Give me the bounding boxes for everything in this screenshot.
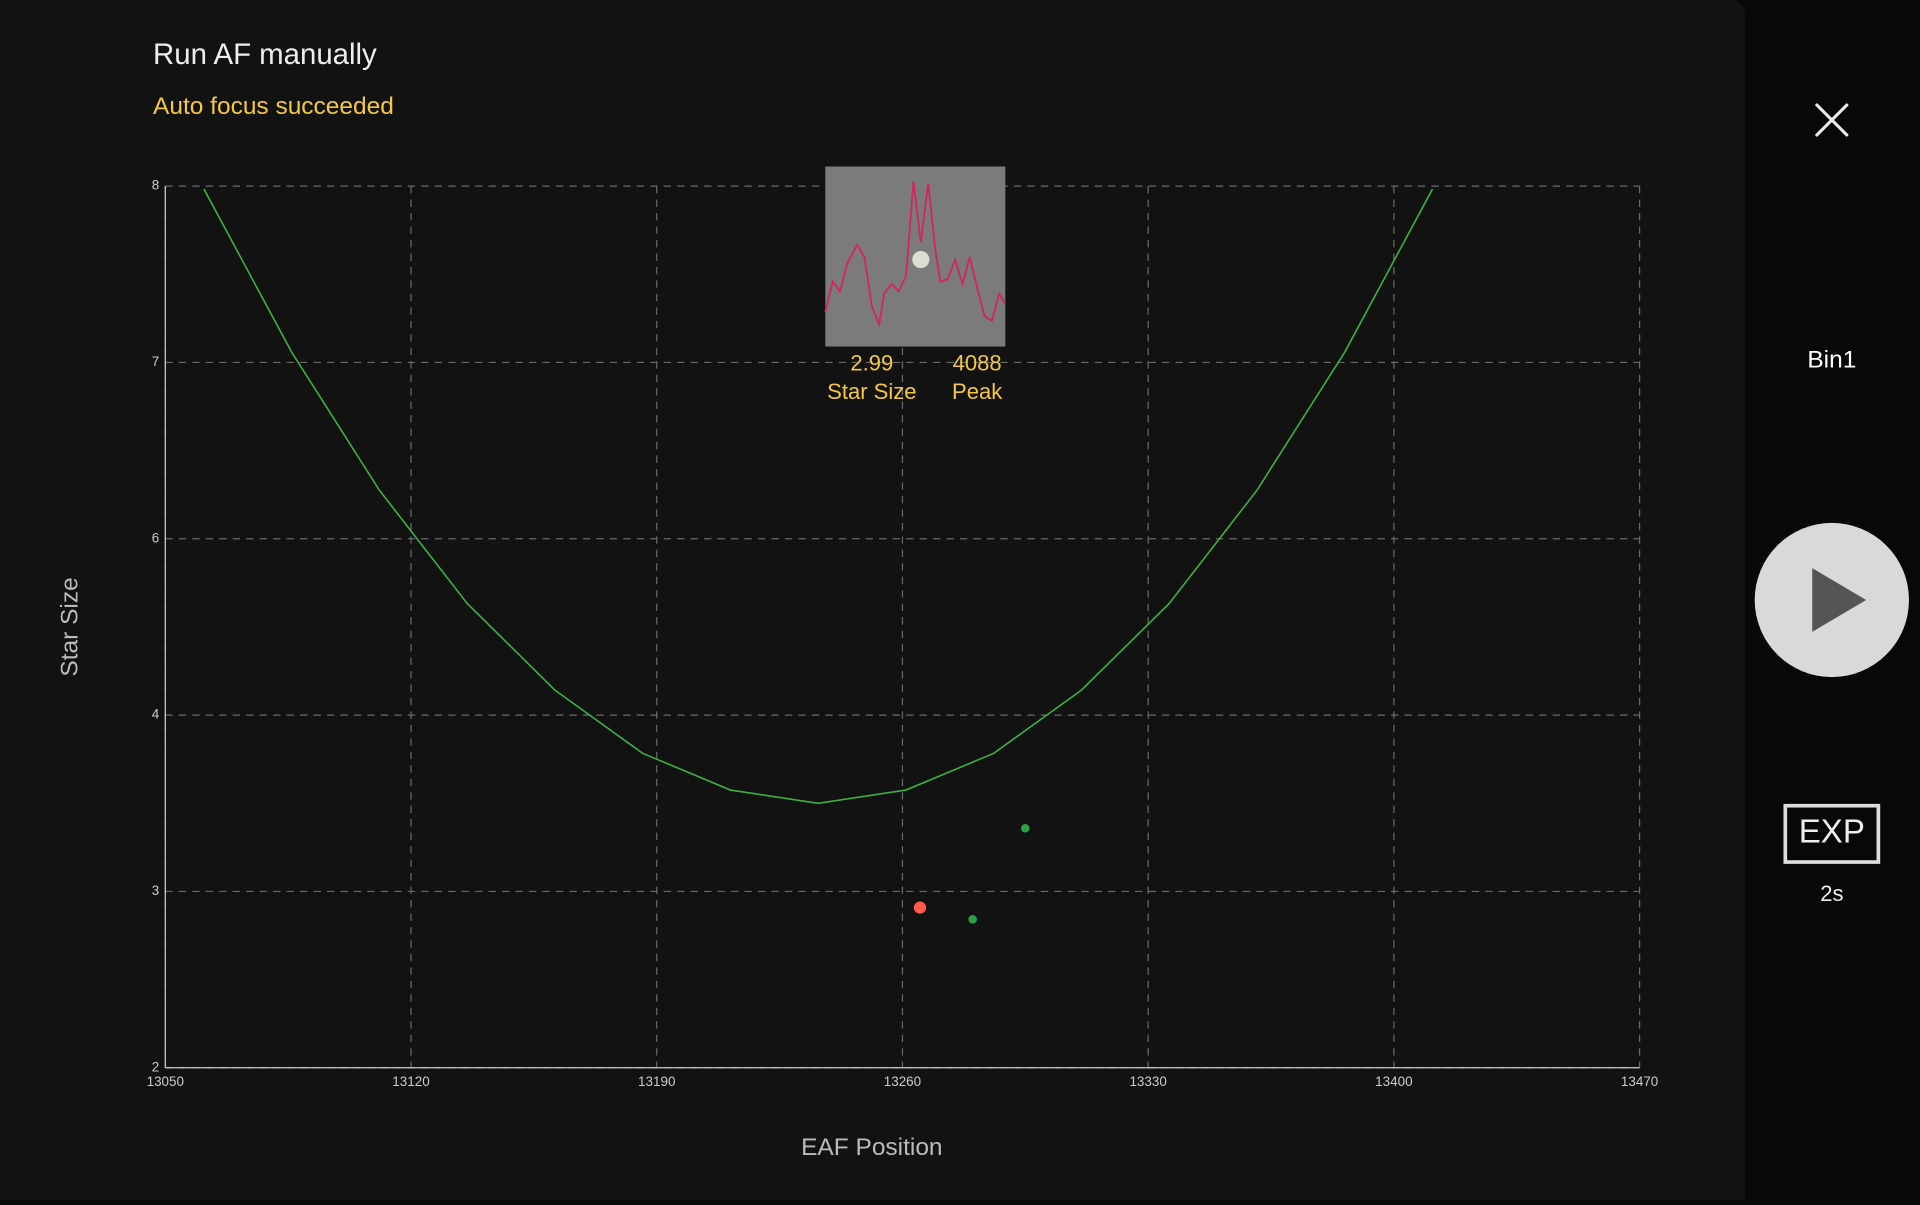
status: Auto focus succeeded [153, 93, 394, 120]
close-button[interactable] [1814, 102, 1849, 138]
exposure-value: 2s [1820, 881, 1843, 906]
exp-label: EXP [1799, 814, 1865, 851]
close-icon [1814, 102, 1849, 138]
bin-button[interactable]: Bin1 [1807, 347, 1856, 374]
peak-label: Peak [952, 379, 1003, 404]
profile-line [824, 181, 1007, 328]
x-tick-label: 13190 [638, 1074, 675, 1089]
x-tick-label: 13470 [1621, 1074, 1658, 1089]
plot: 2 3 4 6 7 8 13050 13120 13190 13260 13330 13400 1347… [56, 178, 1658, 1161]
play-icon [1812, 568, 1867, 632]
y-tick-label: 3 [152, 883, 159, 898]
x-tick-label: 13050 [147, 1074, 184, 1089]
x-tick-label: 13120 [392, 1074, 429, 1089]
star-size-value: 2.99 [850, 351, 893, 376]
y-tick-label: 8 [152, 178, 159, 193]
y-tick-label: 4 [152, 707, 160, 722]
x-axis-label: EAF Position [801, 1134, 942, 1161]
exp-box [1783, 803, 1881, 864]
main-panel [0, 0, 1745, 1200]
play-button[interactable] [1754, 522, 1909, 678]
x-tick-label: 13400 [1375, 1074, 1412, 1089]
y-tick-label: 7 [152, 354, 159, 369]
y-tick-label: 2 [152, 1059, 159, 1074]
y-tick-label: 6 [152, 530, 159, 545]
data-point [913, 901, 927, 914]
star-thumbnail [824, 166, 1007, 347]
fit-curve [203, 188, 1434, 805]
x-tick-label: 13260 [884, 1074, 921, 1089]
data-point [1021, 823, 1030, 833]
peak-value: 4088 [953, 351, 1002, 376]
x-tick-label: 13330 [1129, 1074, 1166, 1089]
data-point [968, 915, 977, 924]
title: Run AF manually [153, 38, 377, 71]
exp-button[interactable]: EXP [1783, 803, 1881, 864]
y-axis-label: Star Size [56, 577, 83, 676]
star-spot [912, 251, 930, 269]
star-size-label: Star Size [827, 379, 916, 404]
